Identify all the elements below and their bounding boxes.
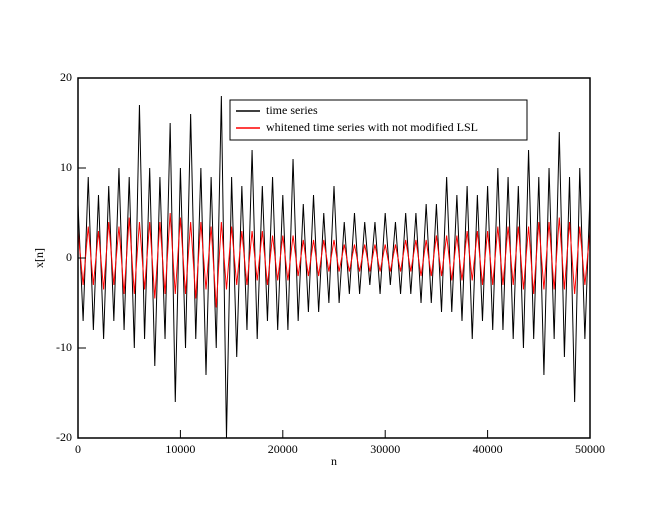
x-axis-label: n bbox=[331, 454, 337, 468]
y-axis-label: x[n] bbox=[32, 248, 46, 268]
data-line bbox=[77, 212, 591, 308]
legend-label: time series bbox=[266, 103, 318, 117]
y-tick-label: -10 bbox=[56, 340, 72, 354]
data-line bbox=[77, 95, 591, 439]
legend-label: whitened time series with not modified L… bbox=[266, 120, 478, 134]
x-tick-label: 30000 bbox=[370, 442, 400, 456]
x-tick-label: 50000 bbox=[575, 442, 605, 456]
x-tick-label: 0 bbox=[75, 442, 81, 456]
y-tick-label: 20 bbox=[60, 70, 72, 84]
y-tick-label: -20 bbox=[56, 430, 72, 444]
y-tick-label: 0 bbox=[66, 250, 72, 264]
x-tick-label: 10000 bbox=[165, 442, 195, 456]
y-tick-label: 10 bbox=[60, 160, 72, 174]
x-tick-label: 20000 bbox=[268, 442, 298, 456]
legend-box bbox=[229, 99, 528, 141]
x-tick-label: 40000 bbox=[473, 442, 503, 456]
